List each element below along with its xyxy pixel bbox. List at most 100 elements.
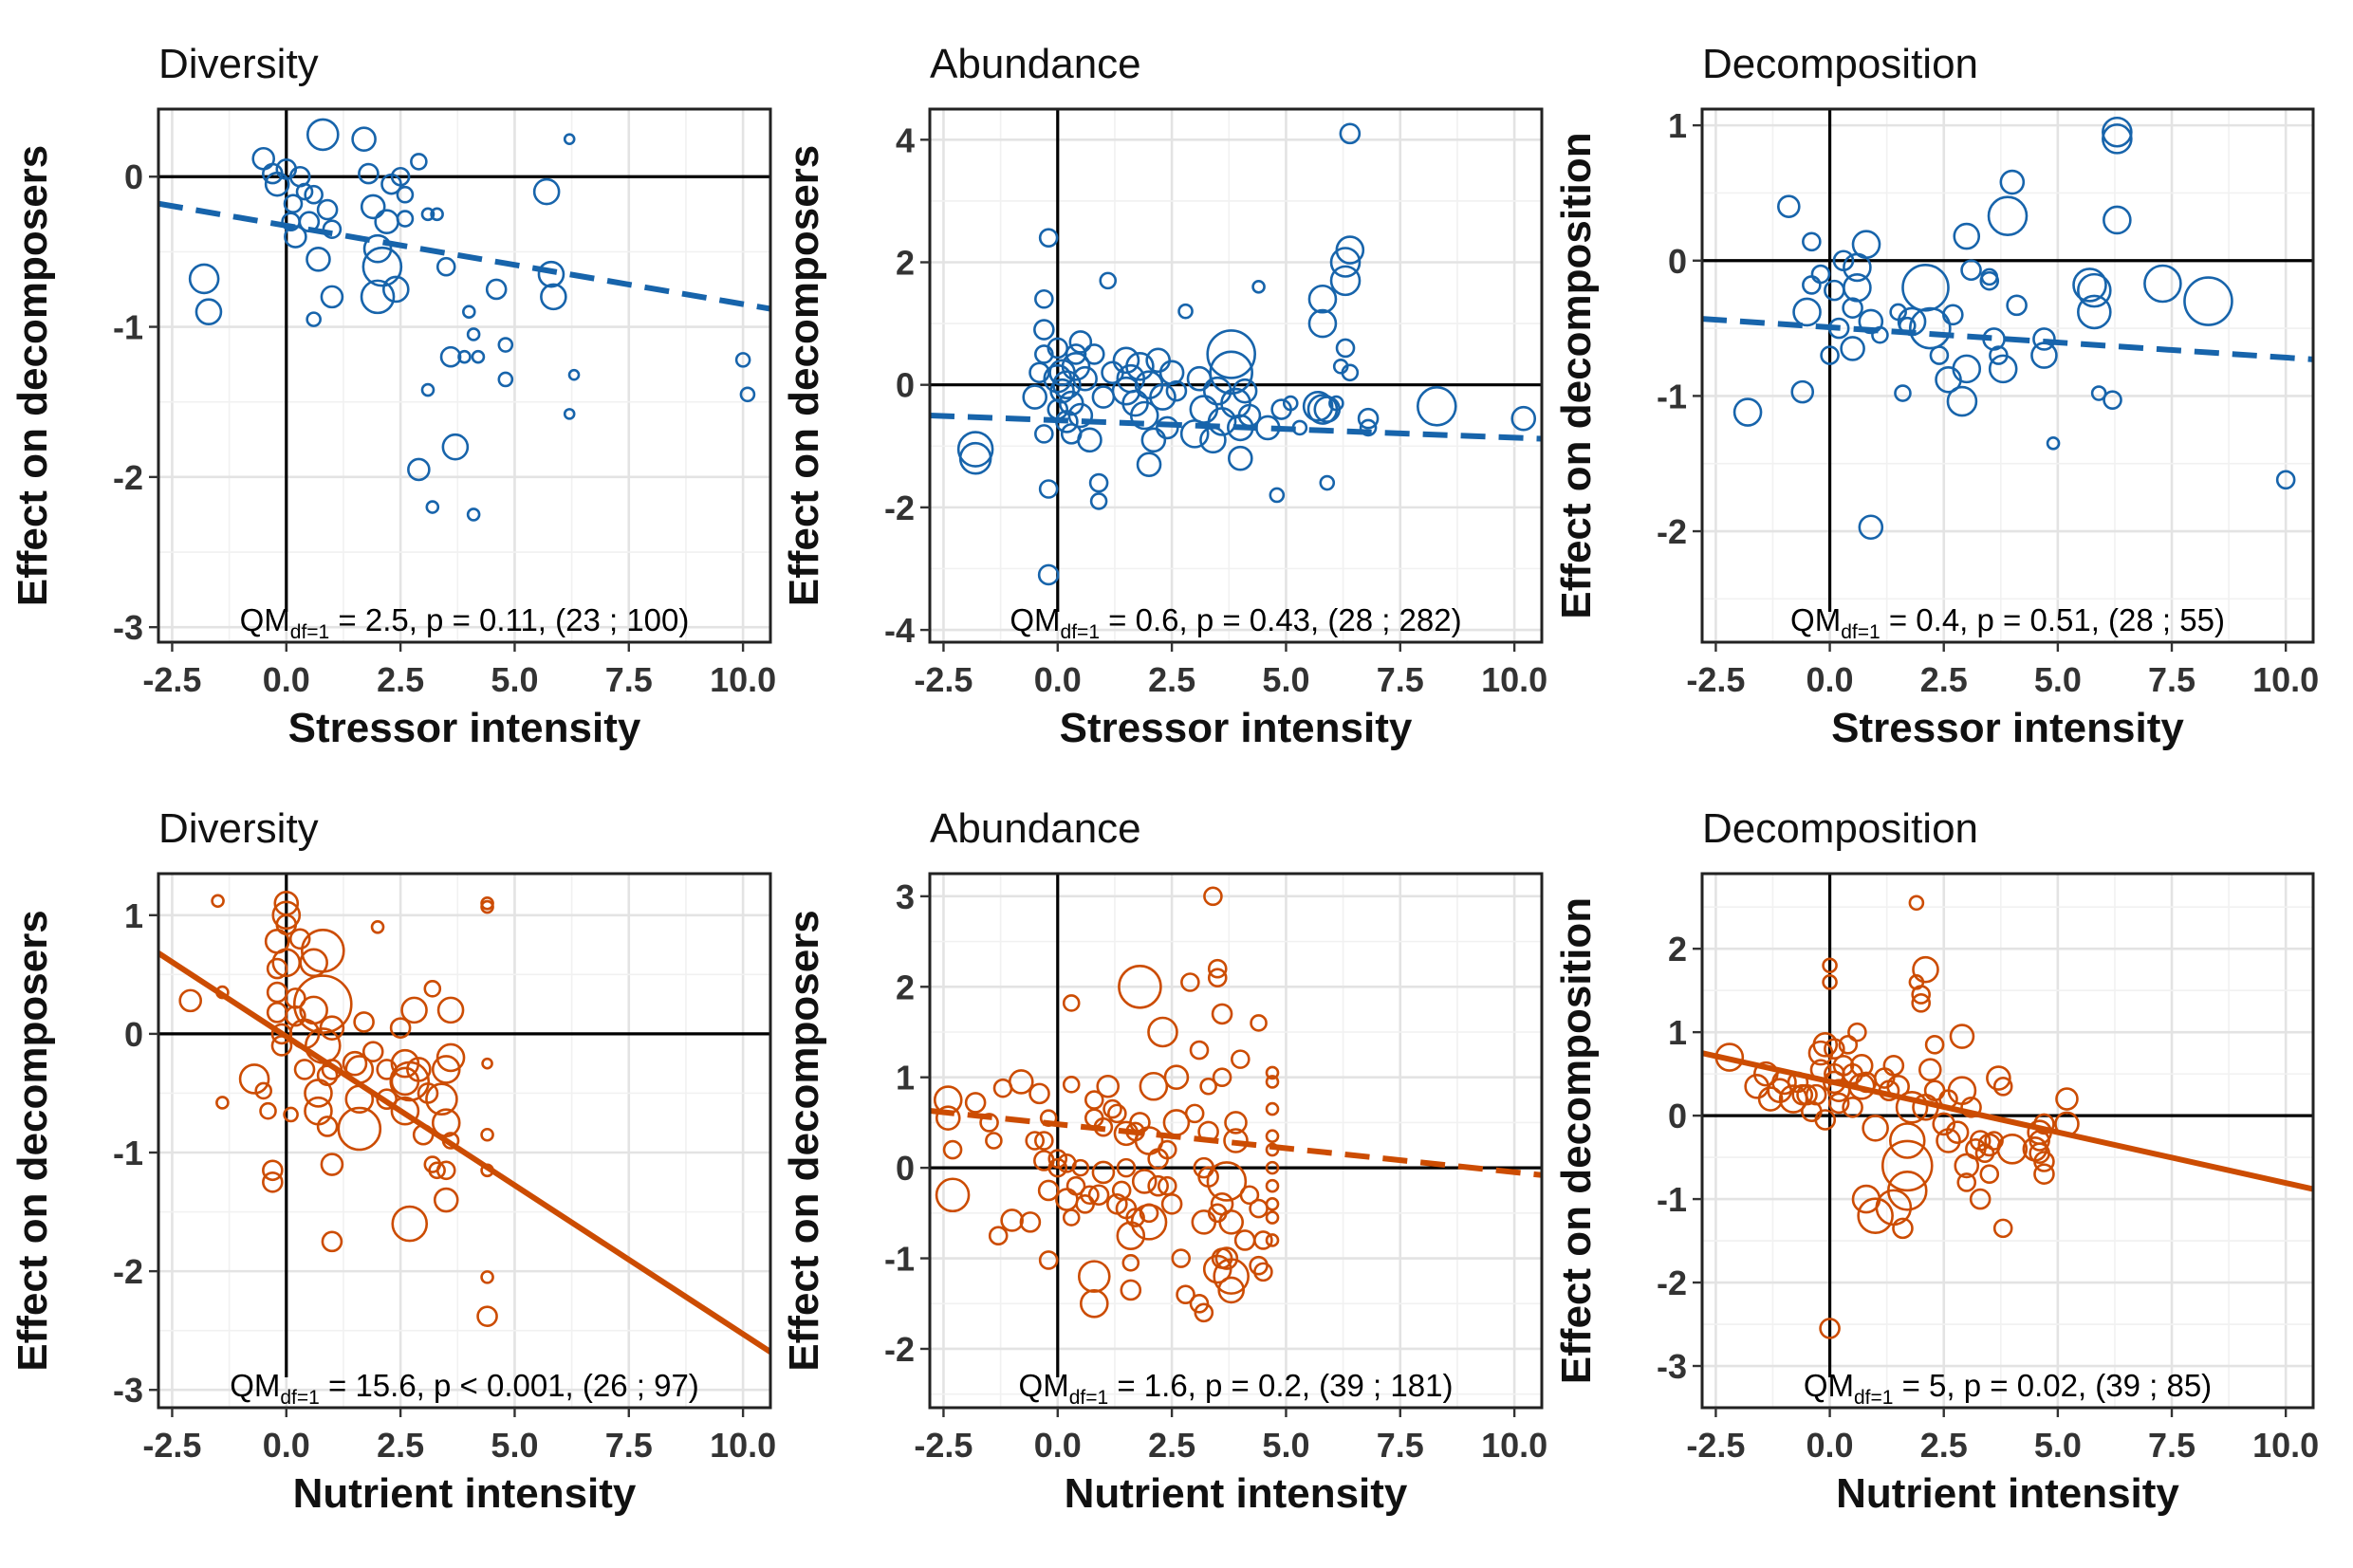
data-point — [1282, 395, 1299, 412]
data-point — [1189, 1293, 1210, 1314]
data-point — [1805, 1083, 1827, 1106]
data-point — [1357, 407, 1380, 430]
data-point — [1827, 1092, 1850, 1115]
y-tick-label: -2 — [113, 1252, 143, 1291]
grid — [158, 109, 770, 642]
data-point — [1121, 1254, 1140, 1272]
data-point — [2102, 123, 2133, 155]
fit-line — [930, 1108, 1542, 1178]
y-tick-label: -2 — [884, 489, 915, 527]
x-tick-label: 2.5 — [1148, 660, 1195, 699]
data-point — [1888, 1122, 1926, 1159]
y-tick-label: -1 — [884, 1240, 915, 1279]
y-tick-label: 1 — [1668, 106, 1687, 145]
data-point — [1176, 1284, 1195, 1305]
data-point — [420, 207, 435, 222]
data-point — [2030, 341, 2058, 369]
data-point — [1008, 1069, 1034, 1095]
data-point — [262, 1159, 284, 1182]
data-point — [425, 1082, 458, 1116]
data-point — [471, 349, 486, 364]
data-point — [1038, 479, 1059, 499]
data-point — [1824, 279, 1845, 302]
data-point — [1886, 1170, 1928, 1211]
data-point — [1079, 1288, 1109, 1319]
data-point — [389, 1017, 412, 1039]
y-axis-title: Effect on decomposition — [1553, 897, 1600, 1384]
data-point — [1177, 303, 1194, 320]
data-point — [1929, 345, 1950, 365]
data-point — [563, 408, 576, 420]
fit-line — [1702, 316, 2313, 362]
data-point — [1207, 958, 1228, 979]
x-tick-label: 7.5 — [2148, 1426, 2196, 1465]
y-axis-title: Effect on decomposers — [9, 910, 56, 1372]
y-tick-label: 3 — [896, 877, 915, 916]
data-point — [1911, 993, 1931, 1013]
data-point — [1335, 338, 1356, 359]
data-point — [540, 283, 567, 311]
data-point — [1129, 400, 1159, 431]
data-point — [2275, 470, 2296, 490]
x-tick-label: 0.0 — [263, 1426, 310, 1465]
x-tick-label: 7.5 — [605, 1426, 653, 1465]
data-point — [1307, 308, 1338, 339]
data-point — [1923, 1079, 1946, 1102]
x-tick-label: 7.5 — [1377, 660, 1424, 699]
data-point — [1155, 415, 1179, 440]
data-point — [935, 1177, 971, 1213]
data-point — [1969, 1188, 1992, 1210]
data-point — [238, 1063, 270, 1095]
data-point — [1088, 472, 1109, 493]
data-point — [390, 166, 411, 187]
data-point — [1147, 1174, 1169, 1197]
data-point — [979, 1113, 999, 1133]
data-point — [407, 457, 431, 482]
data-point — [2103, 205, 2132, 235]
fit-line — [930, 412, 1542, 442]
data-point — [1824, 1038, 1845, 1061]
data-point — [1038, 1250, 1059, 1270]
data-point — [1986, 1065, 2011, 1091]
data-point — [1265, 1233, 1280, 1247]
data-point — [1139, 1203, 1159, 1224]
data-point — [1265, 1160, 1280, 1175]
x-tick-label: 2.5 — [1920, 660, 1968, 699]
data-point — [1118, 964, 1162, 1009]
x-tick-label: -2.5 — [1686, 660, 1745, 699]
x-axis-title: Nutrient intensity — [293, 1470, 637, 1517]
data-point — [462, 304, 476, 320]
data-point — [316, 1116, 339, 1137]
plot-frame — [157, 872, 772, 1410]
data-point — [1251, 280, 1266, 294]
x-tick-label: 5.0 — [491, 660, 538, 699]
data-point — [1329, 247, 1362, 278]
data-point — [1819, 1318, 1841, 1339]
panel-0: QMdf=1 = 2.5, p = 0.11, (23 ; 100) -2.5 0.… — [9, 41, 776, 751]
data-point — [964, 1092, 987, 1114]
data-point — [1329, 265, 1362, 297]
data-point — [497, 371, 514, 388]
y-tick-label: 0 — [124, 157, 143, 196]
data-point — [1180, 972, 1200, 992]
data-point — [374, 209, 399, 235]
data-point — [1319, 474, 1336, 491]
data-point — [1849, 1054, 1874, 1078]
data-point — [360, 279, 396, 315]
data-point — [1842, 297, 1863, 319]
data-point — [1212, 1067, 1232, 1088]
data-point — [1025, 1131, 1046, 1151]
x-tick-label: 10.0 — [710, 660, 776, 699]
y-tick-label: -1 — [113, 308, 143, 347]
data-point — [1207, 968, 1228, 988]
data-point — [1189, 1040, 1210, 1061]
grid — [930, 874, 1542, 1408]
data-point — [1992, 1218, 2013, 1239]
data-point — [321, 1230, 343, 1253]
data-point — [1892, 1217, 1914, 1240]
data-point — [1911, 985, 1931, 1005]
data-point — [1218, 1209, 1244, 1235]
panel-title: Diversity — [158, 805, 319, 852]
data-point — [299, 995, 328, 1025]
data-point — [1732, 397, 1763, 427]
